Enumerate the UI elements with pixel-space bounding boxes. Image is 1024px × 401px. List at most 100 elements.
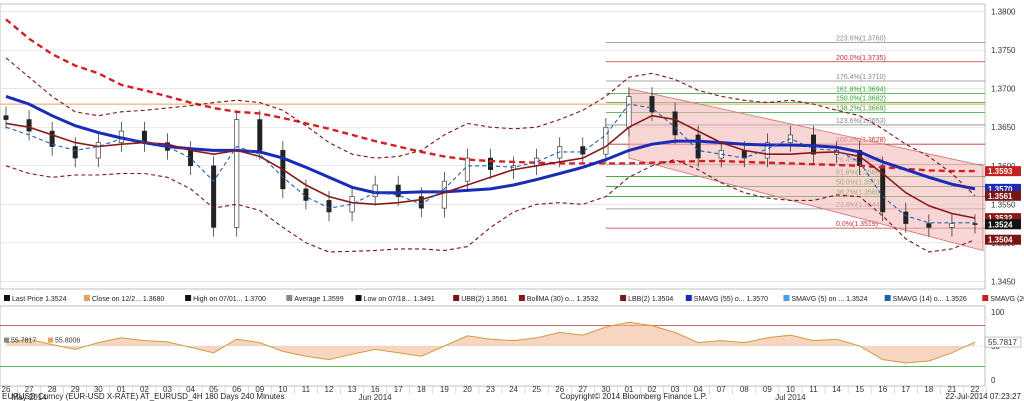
osc-line (5, 321, 976, 364)
x-tick-label: 03 (163, 385, 172, 394)
fib-level-label: 200.0%(1.3735) (836, 55, 886, 62)
legend-entry: Close on 12/2... 1.3680 (92, 296, 164, 303)
price-badge-label: 1.3570 (988, 185, 1013, 194)
legend-swatch (884, 295, 891, 301)
price-badge (985, 213, 1021, 224)
price-badge (985, 190, 1021, 201)
series-line (5, 18, 975, 173)
x-tick-label: 27 (578, 385, 587, 394)
price-badge-label: 1.3524 (988, 220, 1013, 229)
x-tick-label: 02 (140, 385, 149, 394)
price-tick-label: 1.3700 (991, 85, 1016, 94)
series-line (5, 114, 976, 219)
candle-body (441, 180, 447, 209)
fib-level-label: 138.2%(1.3669) (836, 106, 886, 113)
osc-area (6, 322, 975, 363)
x-tick-label: 27 (25, 385, 34, 394)
price-badge-label: 1.3504 (988, 236, 1013, 245)
fib-level-label: 0.0%(1.3519) (836, 221, 878, 228)
candle-body (672, 111, 678, 136)
candle-body (926, 223, 932, 228)
candle-body (741, 150, 747, 159)
candle-body (26, 119, 32, 132)
candle-body (95, 142, 101, 159)
x-tick-label: 16 (878, 385, 887, 394)
x-tick-label: 25 (532, 385, 541, 394)
x-tick-label: 15 (855, 385, 864, 394)
osc-left-swatch (4, 337, 9, 343)
price-tick-label: 1.3800 (991, 8, 1016, 17)
fib-level-label: 123.6%(1.3653) (836, 118, 886, 125)
price-tick-label: 1.3650 (991, 123, 1016, 132)
candle-body (949, 223, 955, 228)
legend-entry: UBB(2) 1.3561 (461, 296, 507, 303)
series-line (5, 159, 976, 253)
legend-entry: SMAVG (55) o... 1.3570 (694, 296, 768, 303)
price-badge (985, 219, 1021, 230)
candle-body (880, 165, 886, 213)
x-tick-label: 23 (486, 385, 495, 394)
candle-body (72, 146, 78, 159)
x-tick-label: 07 (717, 385, 726, 394)
candle-body (49, 130, 55, 147)
legend-swatch (453, 295, 460, 301)
candle-body (372, 184, 378, 197)
candle-body (764, 142, 770, 159)
fib-level-label: 161.8%(1.3694) (836, 86, 886, 93)
legend-swatch (620, 295, 627, 301)
x-tick-label: 19 (440, 385, 449, 394)
x-tick-label: 20 (463, 385, 472, 394)
legend-entry: High on 07/01... 1.3700 (193, 296, 266, 303)
series-line (5, 94, 976, 195)
legend-entry: BollMA (30) o... 1.3532 (527, 296, 598, 303)
x-tick-label: 14 (832, 385, 841, 394)
month-label: Jul 2014 (775, 393, 806, 401)
x-tick-label: 11 (302, 385, 311, 394)
x-tick-label: 11 (809, 385, 818, 394)
legend-swatch (783, 295, 790, 301)
legend-swatch (4, 295, 10, 301)
candle-body (418, 196, 424, 209)
x-tick-label: 18 (924, 385, 933, 394)
legend-entry: Last Price 1.3524 (12, 296, 67, 303)
footer-left: EURUSD Curncy (EUR-USD X-RATE) AT_EURUSD… (2, 392, 284, 401)
candle-body (695, 134, 701, 159)
month-label: Jun 2014 (359, 393, 392, 401)
candle-body (3, 115, 9, 120)
legend-swatch (286, 295, 293, 301)
legend-swatch (355, 295, 362, 301)
x-tick-label: 04 (186, 385, 195, 394)
osc-tick-label: 0 (991, 376, 996, 385)
legend-swatch (185, 295, 192, 301)
legend-swatch (518, 295, 525, 301)
series-line (5, 57, 976, 197)
price-tick-label: 1.3450 (991, 277, 1016, 286)
fib-level-label: 223.6%(1.3760) (836, 36, 886, 43)
x-tick-label: 30 (601, 385, 610, 394)
osc-left-swatch (48, 337, 53, 343)
price-badge-label: 1.3561 (988, 192, 1013, 201)
x-tick-label: 24 (509, 385, 518, 394)
x-tick-label: 09 (255, 385, 264, 394)
candle-body (487, 157, 493, 170)
x-tick-label: 05 (209, 385, 218, 394)
legend-entry: Low on 07/18... 1.3491 (364, 296, 435, 303)
x-tick-label: 26 (2, 385, 11, 394)
x-tick-label: 09 (763, 385, 772, 394)
candle-body (603, 126, 609, 155)
x-tick-label: 21 (947, 385, 956, 394)
footer-center: Copyright© 2014 Bloomberg Finance L.P. (560, 392, 707, 401)
candle-body (326, 200, 332, 213)
osc-left-label: 55.7817 (11, 338, 36, 345)
legend-swatch (685, 295, 692, 301)
candle-body (903, 211, 909, 224)
x-tick-label: 08 (740, 385, 749, 394)
fib-level-label: 150.0%(1.3682) (836, 96, 886, 103)
x-tick-label: 22 (971, 385, 980, 394)
x-tick-label: 12 (325, 385, 334, 394)
price-badge-label: 1.3532 (988, 214, 1013, 223)
fib-level-label: 176.4%(1.3710) (836, 74, 886, 81)
price-badge (985, 166, 1021, 177)
candle-body (464, 157, 470, 182)
